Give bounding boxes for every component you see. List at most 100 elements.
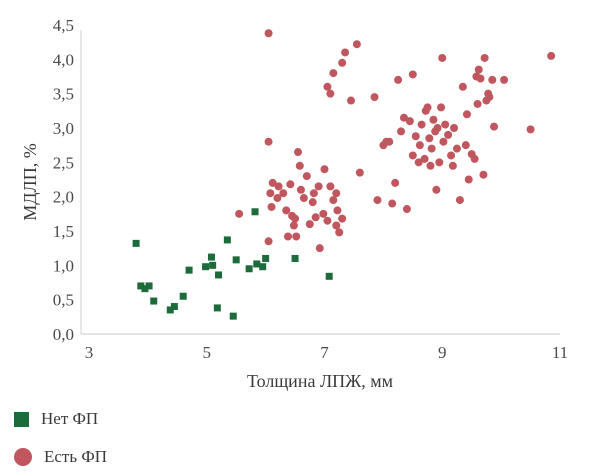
data-point-af [408,151,417,160]
data-point-af [323,82,332,91]
data-point-af [427,144,436,153]
data-point-af [397,127,406,136]
data-point-af [429,115,438,124]
data-point-af [480,53,489,62]
data-point-af [335,228,344,237]
x-tick-label: 3 [85,343,94,362]
y-axis-title: МДЛП, % [20,143,40,220]
data-point-af [547,51,556,60]
data-point-af [295,161,304,170]
data-point-no-af [325,272,333,280]
data-point-af [346,96,355,105]
data-point-af [279,189,288,198]
y-tick-label: 4,0 [53,50,74,69]
data-point-af [292,232,301,241]
data-point-af [282,206,291,215]
data-point-af [479,170,488,179]
data-point-no-af [132,239,140,247]
data-point-af [408,70,417,79]
x-tick-label: 7 [320,343,329,362]
square-marker-icon [14,411,29,427]
data-point-af [341,48,350,57]
data-point-af [426,161,435,170]
data-points [132,29,556,320]
data-point-af [526,125,535,134]
data-point-no-af [185,266,193,274]
data-point-af [311,213,320,222]
x-axis-title: Толщина ЛПЖ, мм [247,371,393,391]
data-point-no-af [207,253,215,261]
data-point-af [302,172,311,181]
data-point-no-af [170,303,178,311]
data-point-af [268,178,277,187]
legend-label-no-af: Нет ФП [41,409,99,428]
data-point-af [338,214,347,223]
data-point-af [391,178,400,187]
data-point-af [320,165,329,174]
y-tick-label: 0,0 [53,325,74,344]
scatter-chart: 0,0 0,5 1,0 1,5 2,0 2,5 3,0 3,5 4,0 4,5 3 5 7 9 11 То… [20,16,568,391]
data-point-af [329,69,338,78]
data-point-no-af [291,254,299,262]
data-point-af [370,93,379,102]
y-tick-label: 3,5 [53,85,74,104]
data-point-af [420,154,429,163]
data-point-no-af [209,261,217,269]
data-point-af [264,237,273,246]
data-point-af [500,75,509,84]
data-point-no-af [137,282,145,290]
data-point-no-af [145,282,153,290]
data-point-af [444,130,453,139]
x-tick-label: 11 [552,343,568,362]
data-point-af [425,134,434,143]
data-point-no-af [166,306,174,314]
data-point-af [329,196,338,205]
data-point-no-af [229,312,237,320]
data-point-af [355,168,364,177]
data-point-af [458,82,467,91]
data-point-af [296,185,305,194]
data-point-af [452,144,461,153]
data-point-af [402,205,411,214]
data-point-af [326,89,335,98]
data-point-af [405,117,414,126]
y-tick-label: 1,0 [53,256,74,275]
data-point-af [432,185,441,194]
data-point-af [415,141,424,150]
legend-item-af: Есть ФП [14,438,107,476]
data-point-af [438,53,447,62]
data-point-af [439,137,448,146]
data-point-af [338,58,347,67]
data-point-af [283,232,292,241]
data-point-af [470,154,479,163]
data-point-af [455,196,464,205]
y-tick-label: 2,0 [53,188,74,207]
x-tick-label: 9 [438,343,447,362]
data-point-af [309,189,318,198]
data-point-no-af [202,263,210,271]
y-tick-label: 3,0 [53,119,74,138]
data-point-af [437,103,446,112]
data-point-af [485,93,494,102]
data-point-af [289,221,298,230]
data-point-no-af [253,260,261,268]
data-point-af [473,99,482,108]
data-point-af [474,65,483,74]
data-point-af [333,206,342,215]
data-point-af [235,209,244,218]
y-tick-labels: 0,0 0,5 1,0 1,5 2,0 2,5 3,0 3,5 4,0 4,5 [53,16,74,344]
data-point-af [286,180,295,189]
legend-label-af: Есть ФП [44,447,108,466]
x-tick-label: 5 [203,343,212,362]
data-point-no-af [245,265,253,273]
data-point-af [462,110,471,119]
data-point-af [267,202,276,211]
data-point-af [294,148,303,157]
data-point-af [464,175,473,184]
data-point-af [448,161,457,170]
data-point-af [264,137,273,146]
legend: Нет ФП Есть ФП [14,400,107,476]
data-point-af [399,113,408,122]
data-point-no-af [251,208,259,216]
data-point-no-af [213,304,221,312]
